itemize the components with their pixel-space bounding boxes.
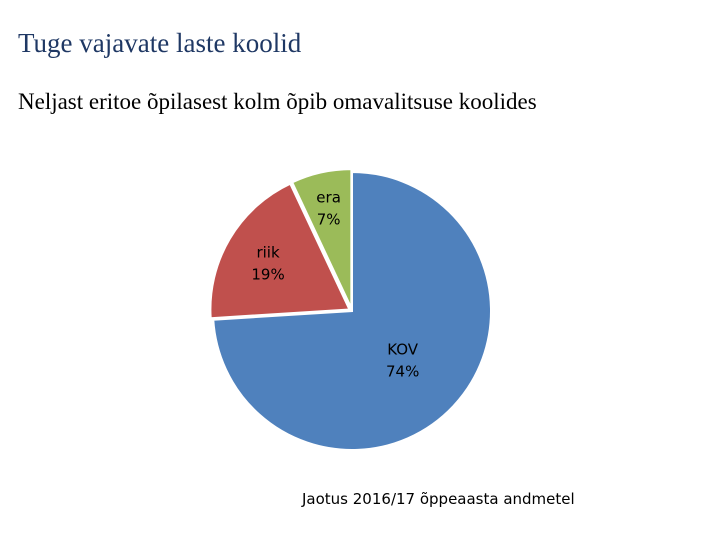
pie-slice-era — [290, 168, 353, 309]
pie-label-value-kov: 74% — [386, 363, 419, 381]
pie-label-value-riik: 19% — [251, 265, 284, 283]
page-title: Tuge vajavate laste koolid — [18, 28, 302, 58]
page-subtitle: Neljast eritoe õpilasest kolm õpib omava… — [18, 89, 537, 114]
pie-slice-kov — [212, 170, 492, 451]
pie-label-name-kov: KOV — [387, 341, 419, 359]
pie-labels: KOV 74% riik 19% era 7% — [251, 188, 419, 380]
pie-slices — [209, 168, 492, 451]
pie-label-value-era: 7% — [317, 210, 341, 228]
pie-label-name-riik: riik — [256, 243, 280, 261]
pie-slice-riik — [209, 182, 351, 320]
chart-footnote: Jaotus 2016/17 õppeaasta andmetel — [302, 490, 575, 508]
pie-label-name-era: era — [316, 188, 341, 206]
